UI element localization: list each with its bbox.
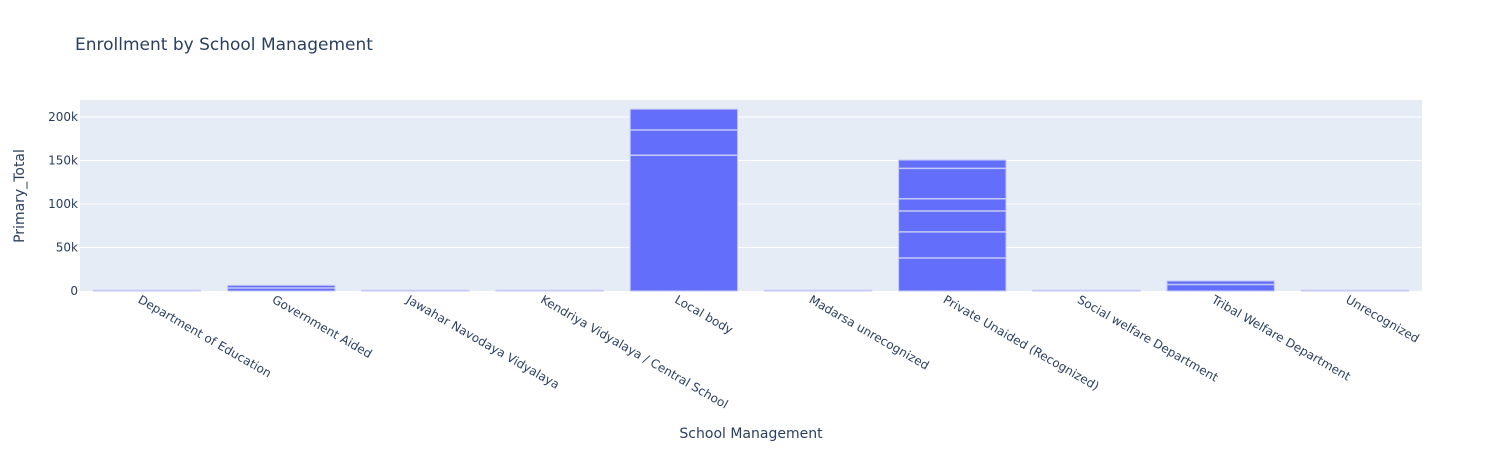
bar bbox=[495, 289, 604, 292]
plot-area bbox=[80, 100, 1422, 291]
x-axis-title: School Management bbox=[679, 426, 823, 442]
y-tick-label: 0 bbox=[70, 284, 78, 298]
x-tick-label: Local body bbox=[672, 292, 735, 336]
y-tick-label: 200k bbox=[48, 110, 78, 124]
y-tick-label: 100k bbox=[48, 197, 78, 211]
bar bbox=[898, 159, 1007, 292]
bar bbox=[1300, 289, 1410, 292]
bar bbox=[361, 289, 470, 292]
x-tick-label: Tribal Welfare Department bbox=[1208, 292, 1353, 384]
y-tick-label: 50k bbox=[56, 241, 78, 255]
y-axis-ticks: 0 50k 100k 150k 200k bbox=[48, 110, 78, 298]
y-tick-label: 150k bbox=[48, 154, 78, 168]
x-tick-label: Department of Education bbox=[136, 292, 274, 380]
x-tick-label: Government Aided bbox=[270, 292, 375, 361]
bar bbox=[629, 108, 739, 292]
x-tick-label: Private Unaided (Recognized) bbox=[941, 292, 1102, 393]
y-axis-title: Primary_Total bbox=[12, 149, 28, 243]
chart-title: Enrollment by School Management bbox=[75, 35, 373, 55]
bar bbox=[92, 289, 202, 292]
x-tick-label: Madarsa unrecognized bbox=[807, 292, 932, 372]
bar bbox=[1166, 280, 1275, 292]
x-tick-label: Social welfare Department bbox=[1075, 292, 1221, 384]
bar bbox=[763, 289, 873, 292]
x-tick-label: Jawahar Navodaya Vidyalaya bbox=[403, 292, 562, 392]
gridlines bbox=[80, 116, 1422, 248]
bar bbox=[1032, 289, 1141, 292]
x-tick-label: Unrecognized bbox=[1343, 292, 1421, 345]
bars bbox=[92, 108, 1410, 292]
